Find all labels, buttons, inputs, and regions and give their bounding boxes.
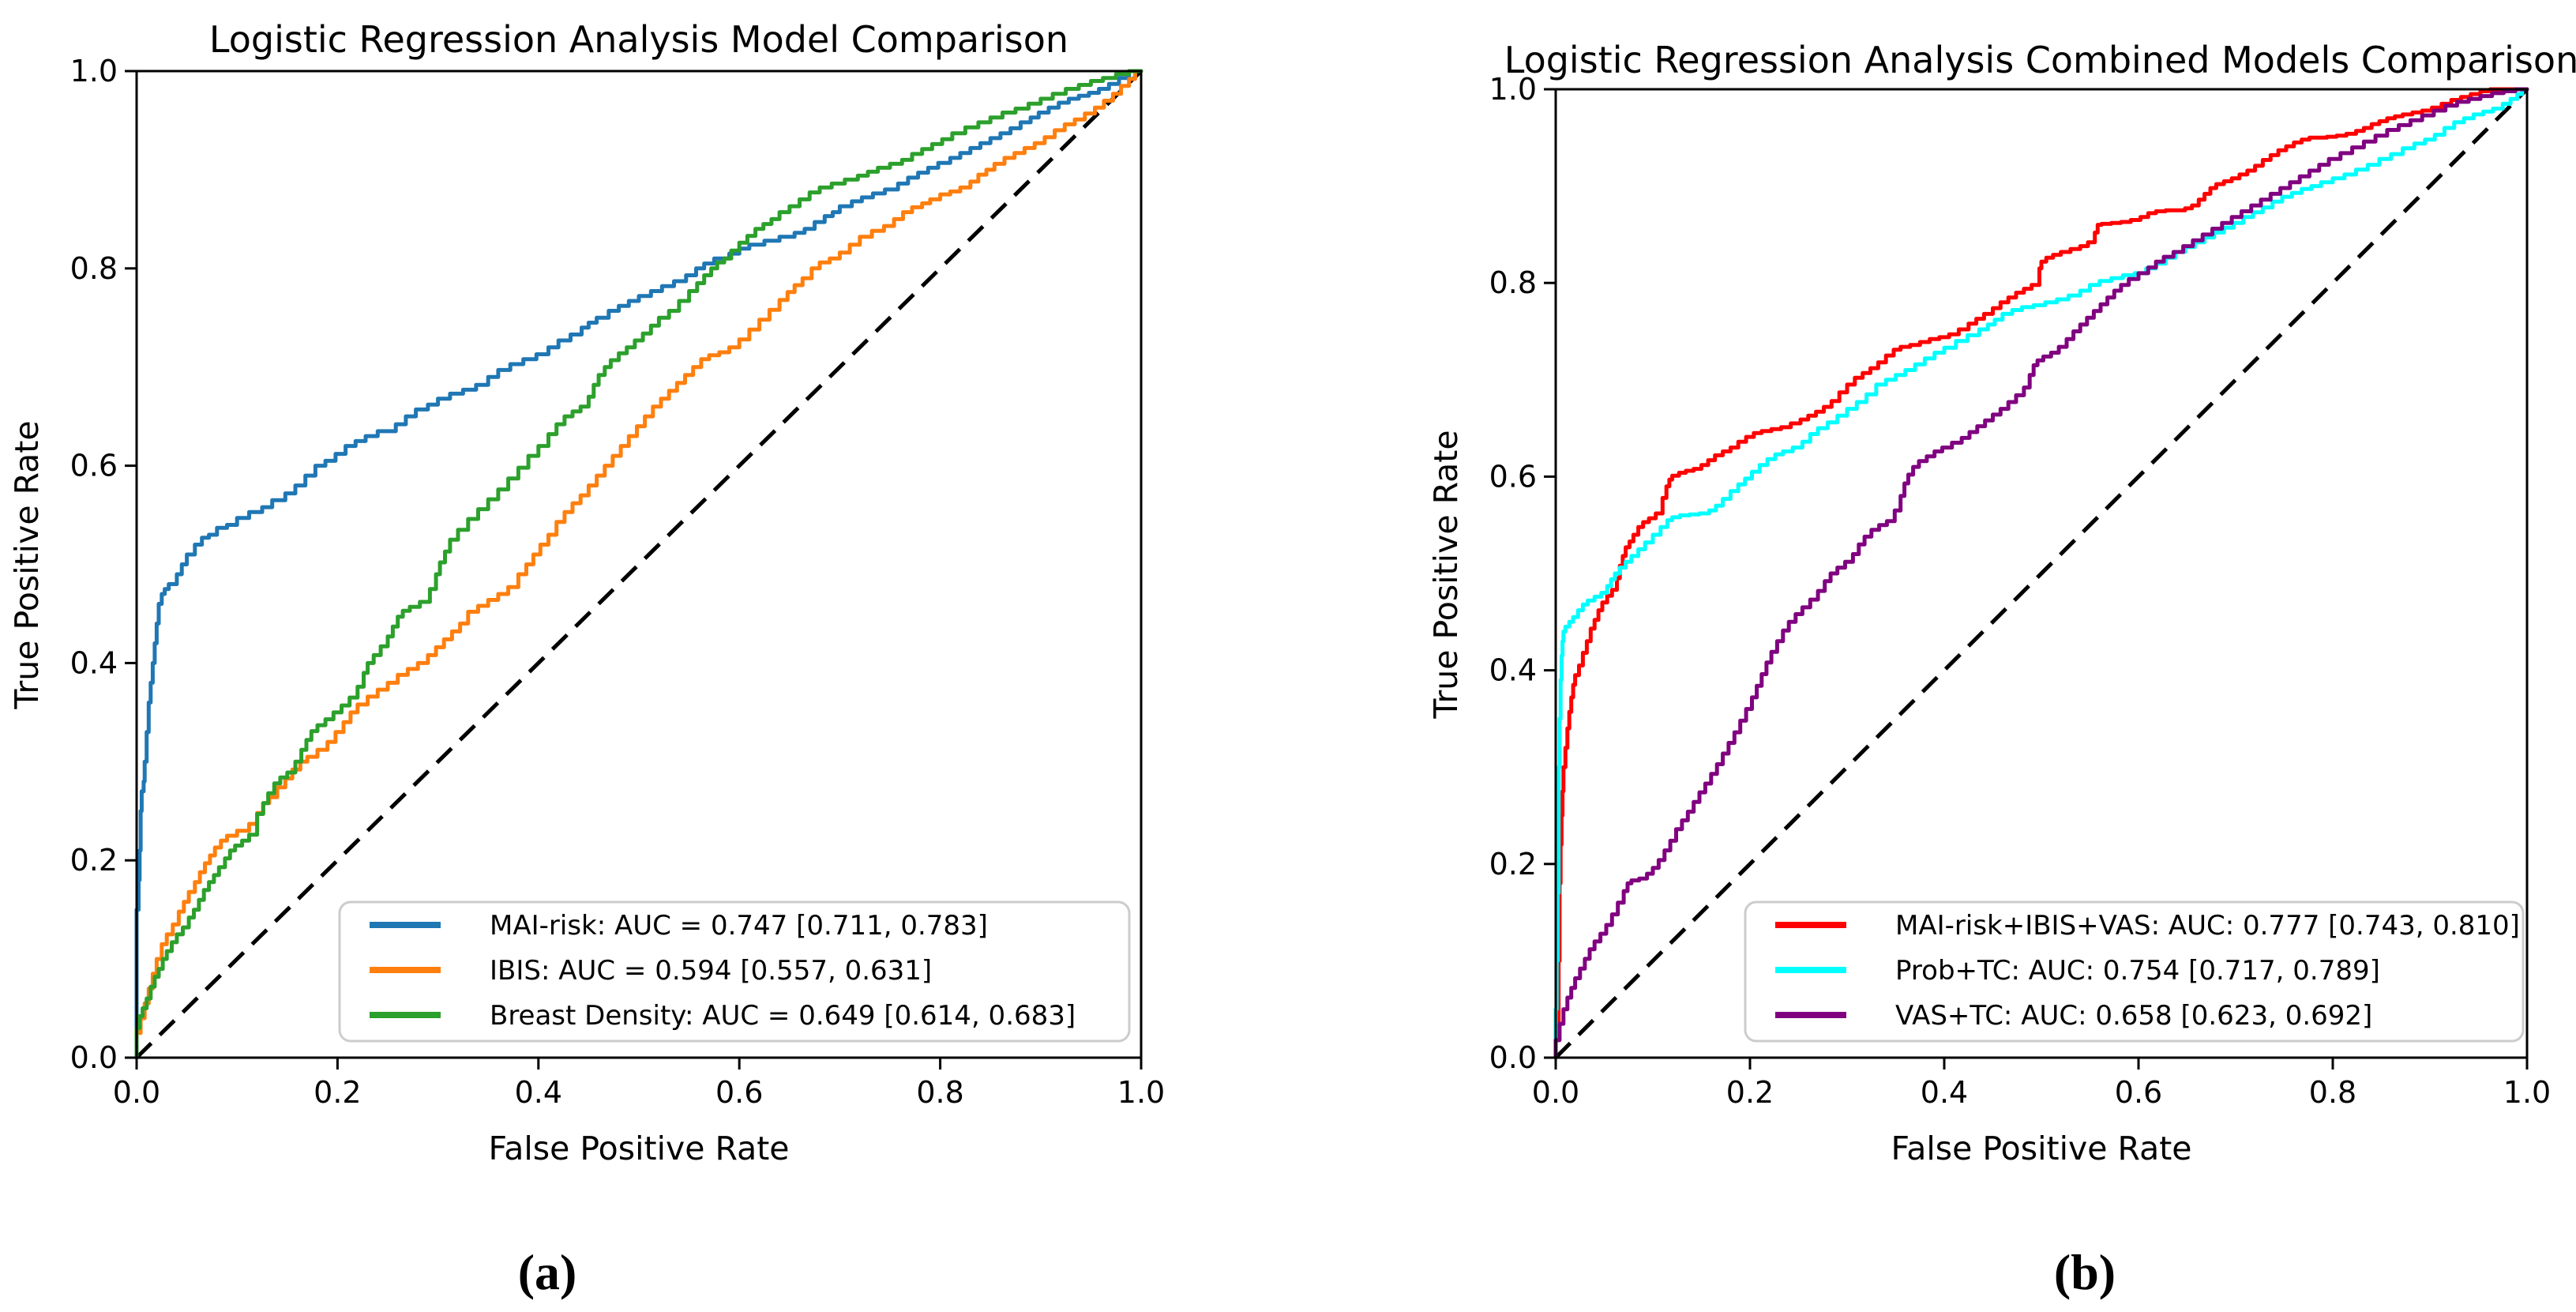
chart-a-title: Logistic Regression Analysis Model Compa… <box>209 18 1068 61</box>
y-tick-label: 1.0 <box>70 54 118 88</box>
chart-b-y-axis-label: True Positive Rate <box>1427 430 1465 719</box>
roc-curve-vas-tc <box>1553 87 2529 1060</box>
legend-entry-label: Breast Density: AUC = 0.649 [0.614, 0.68… <box>490 1000 1076 1032</box>
legend-entry-label: VAS+TC: AUC: 0.658 [0.623, 0.692] <box>1895 1000 2372 1032</box>
chance-diagonal-line <box>135 70 1143 1059</box>
chart-a-plot-area: 0.0 0.2 0.4 0.6 0.8 1.0 0.0 0.2 0.4 0.6 0.8 1.0 MAI-… <box>70 54 1166 1110</box>
chart-b-title: Logistic Regression Analysis Combined Mo… <box>1504 39 2576 81</box>
roc-curve-ibis <box>134 69 1143 1060</box>
y-tick-label: 0.4 <box>1489 653 1537 688</box>
y-tick-label: 0.8 <box>70 251 118 286</box>
roc-curve-breast-density <box>134 69 1143 1060</box>
legend-box <box>1744 900 2525 1043</box>
x-tick-label: 0.6 <box>715 1075 763 1110</box>
x-tick-label: 1.0 <box>1117 1075 1165 1110</box>
legend-entry-label: IBIS: AUC = 0.594 [0.557, 0.631] <box>490 955 932 987</box>
chance-diagonal-line <box>1554 88 2529 1059</box>
x-tick-label: 0.8 <box>916 1075 963 1110</box>
chart-b-x-axis-label: False Positive Rate <box>1891 1130 2191 1167</box>
x-tick-label: 1.0 <box>2503 1075 2551 1110</box>
panel-label-b: (b) <box>2054 1244 2116 1300</box>
y-tick-label: 0.0 <box>1489 1040 1537 1075</box>
legend-entry-label: Prob+TC: AUC: 0.754 [0.717, 0.789] <box>1895 955 2380 987</box>
y-tick-label: 0.4 <box>70 645 118 680</box>
y-tick-label: 0.0 <box>70 1040 118 1075</box>
x-tick-label: 0.4 <box>1921 1075 1968 1110</box>
y-tick-label: 0.2 <box>70 843 118 878</box>
legend-box <box>338 900 1131 1043</box>
plot-border <box>135 70 1143 1059</box>
y-tick-label: 0.6 <box>1489 459 1537 494</box>
legend-entry-label: MAI-risk+IBIS+VAS: AUC: 0.777 [0.743, 0.… <box>1895 910 2520 942</box>
y-tick-label: 0.6 <box>70 449 118 483</box>
roc-curve-mai-risk-ibis-vas <box>1553 87 2529 1060</box>
roc-curve-mai-risk <box>134 69 1143 1060</box>
x-tick-label: 0.2 <box>1726 1075 1774 1110</box>
y-tick-label: 0.8 <box>1489 265 1537 300</box>
plot-border <box>1554 88 2529 1059</box>
y-tick-label: 1.0 <box>1489 72 1537 107</box>
x-tick-label: 0.4 <box>515 1075 562 1110</box>
panel-label-a: (a) <box>518 1244 577 1300</box>
chart-b-plot-area: 0.0 0.2 0.4 0.6 0.8 1.0 0.0 0.2 0.4 0.6 0.8 1.0 MAI-… <box>1489 72 2552 1110</box>
legend-entry-label: MAI-risk: AUC = 0.747 [0.711, 0.783] <box>490 910 988 942</box>
chart-a-x-axis-label: False Positive Rate <box>488 1130 789 1167</box>
x-tick-label: 0.6 <box>2115 1075 2162 1110</box>
roc-curve-prob-tc <box>1553 87 2529 1060</box>
x-tick-label: 0.0 <box>113 1075 160 1110</box>
x-tick-label: 0.8 <box>2309 1075 2356 1110</box>
y-tick-label: 0.2 <box>1489 847 1537 882</box>
chart-a-y-axis-label: True Positive Rate <box>8 420 46 709</box>
x-tick-label: 0.0 <box>1532 1075 1579 1110</box>
x-tick-label: 0.2 <box>314 1075 361 1110</box>
